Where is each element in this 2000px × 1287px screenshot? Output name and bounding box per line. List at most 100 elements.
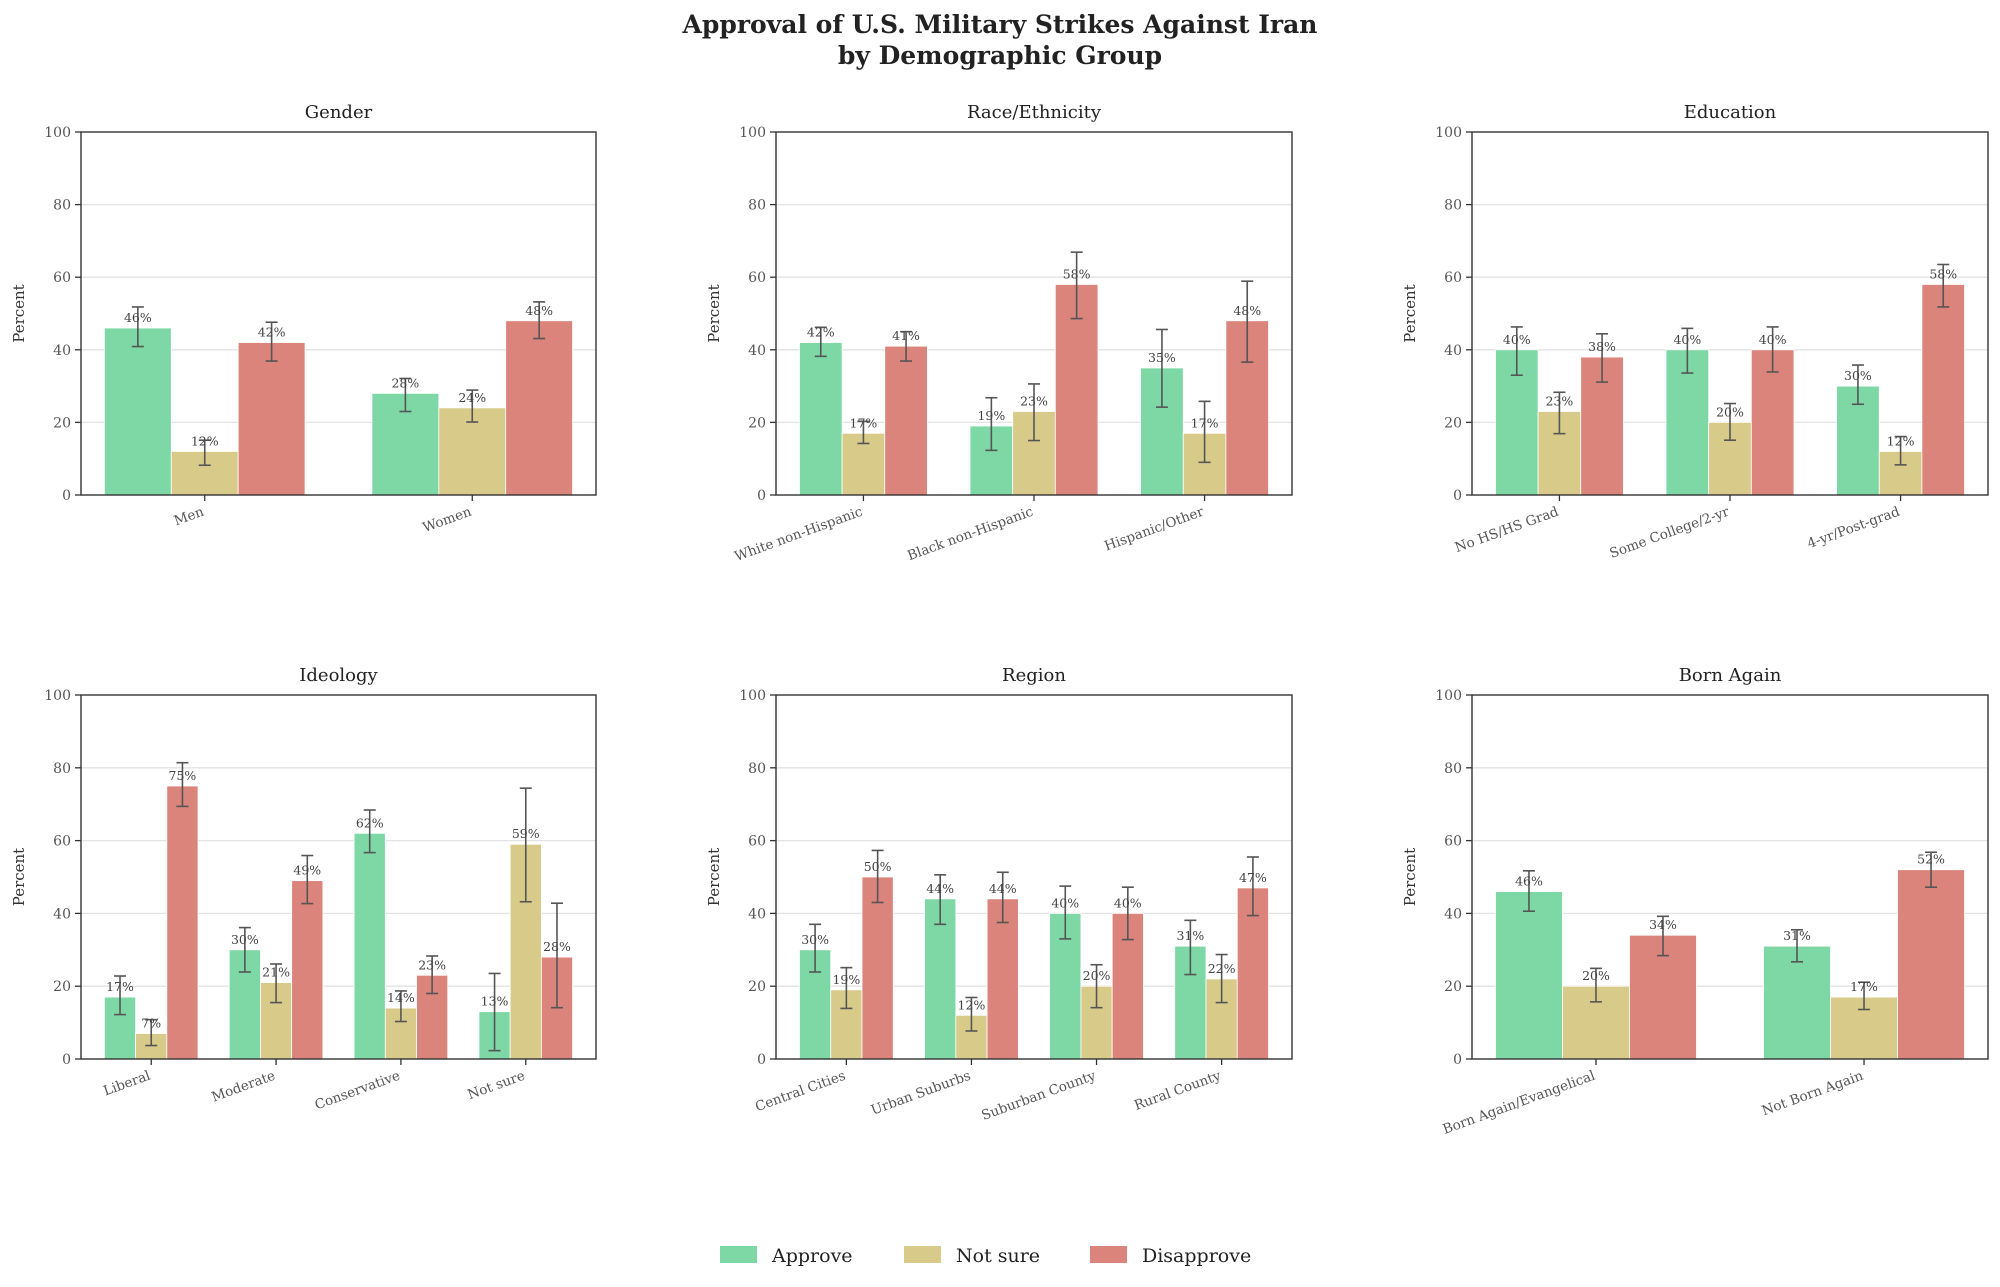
data-label: 20% (1083, 968, 1111, 983)
data-label: 46% (1515, 874, 1543, 889)
data-label: 20% (1716, 404, 1744, 419)
data-label: 14% (387, 990, 415, 1005)
bar-approve-conservative (353, 832, 386, 1060)
chart-title-line-1: Approval of U.S. Military Strikes Agains… (682, 10, 1318, 39)
bar-disapprove-liberal (166, 785, 199, 1060)
bar-disapprove-moderate (291, 880, 324, 1060)
data-label: 44% (926, 881, 954, 896)
y-axis-label: Percent (1401, 284, 1419, 342)
data-label: 48% (525, 303, 553, 318)
subplot-title: Ideology (299, 665, 378, 686)
bar-approve-some-college-2-yr (1665, 349, 1710, 496)
legend: Approve Not sure Disapprove (720, 1245, 1251, 1267)
legend-swatch-not-sure (904, 1246, 941, 1263)
y-tick-label: 20 (748, 415, 766, 431)
data-label: 42% (258, 325, 286, 340)
data-label: 7% (141, 1016, 161, 1031)
y-tick-label: 60 (748, 834, 766, 850)
y-tick-label: 40 (53, 906, 71, 922)
y-tick-label: 100 (739, 688, 766, 704)
legend-label-not-sure: Not sure (956, 1245, 1040, 1267)
y-tick-label: 40 (53, 343, 71, 359)
y-tick-label: 40 (1444, 906, 1462, 922)
axes-frame (80, 131, 597, 496)
data-label: 40% (1051, 895, 1079, 910)
legend-label-disapprove: Disapprove (1142, 1245, 1251, 1267)
data-label: 28% (391, 375, 419, 390)
data-label: 44% (989, 881, 1017, 896)
axes-frame (80, 694, 597, 1060)
data-label: 48% (1233, 303, 1261, 318)
subplot-title: Region (1002, 665, 1066, 686)
y-tick-label: 0 (757, 1052, 766, 1068)
data-label: 42% (807, 325, 835, 340)
data-label: 50% (864, 859, 892, 874)
data-label: 41% (892, 328, 920, 343)
y-axis-label: Percent (705, 848, 723, 906)
y-axis-label: Percent (1401, 848, 1419, 906)
y-tick-label: 20 (53, 979, 71, 995)
y-tick-label: 100 (44, 688, 71, 704)
legend-label-approve: Approve (771, 1245, 853, 1267)
data-label: 31% (1176, 928, 1204, 943)
data-label: 20% (1582, 968, 1610, 983)
y-tick-label: 100 (1435, 125, 1462, 141)
data-label: 19% (832, 972, 860, 987)
data-label: 59% (512, 826, 540, 841)
data-label: 23% (418, 957, 446, 972)
data-label: 28% (543, 939, 571, 954)
data-label: 22% (1208, 961, 1236, 976)
data-label: 40% (1673, 332, 1701, 347)
subplot-title: Race/Ethnicity (967, 102, 1102, 123)
data-label: 47% (1239, 870, 1267, 885)
y-tick-label: 60 (1444, 834, 1462, 850)
bar-approve-white-non-hispanic (799, 342, 843, 496)
data-label: 58% (1063, 266, 1091, 281)
y-tick-label: 20 (1444, 415, 1462, 431)
axes-frame (1471, 694, 1989, 1060)
data-label: 17% (106, 979, 134, 994)
y-tick-label: 20 (1444, 979, 1462, 995)
bar-disapprove-black-non-hispanic (1054, 284, 1099, 496)
y-tick-label: 20 (748, 979, 766, 995)
data-label: 17% (850, 415, 878, 430)
bar-disapprove-not-born-again (1897, 869, 1965, 1060)
y-tick-label: 80 (1444, 198, 1462, 214)
chart-title-line-2: by Demographic Group (838, 41, 1162, 70)
legend-swatch-approve (720, 1246, 757, 1263)
data-label: 52% (1917, 852, 1945, 867)
data-label: 17% (1850, 979, 1878, 994)
y-tick-label: 40 (748, 343, 766, 359)
subplot-title: Born Again (1679, 665, 1782, 686)
bar-disapprove-4-yr-post-grad (1921, 284, 1965, 496)
data-label: 12% (958, 997, 986, 1012)
bar-approve-not-born-again (1763, 945, 1831, 1060)
y-tick-label: 60 (53, 270, 71, 286)
bar-approve-men (104, 327, 172, 496)
y-tick-label: 100 (1435, 688, 1462, 704)
axes-frame (775, 694, 1293, 1060)
data-label: 12% (1887, 433, 1915, 448)
y-tick-label: 100 (739, 125, 766, 141)
y-axis-label: Percent (10, 284, 28, 342)
data-label: 40% (1503, 332, 1531, 347)
data-label: 35% (1148, 350, 1176, 365)
subplot-title: Gender (305, 102, 373, 123)
data-label: 21% (262, 965, 290, 980)
data-label: 62% (356, 815, 384, 830)
y-axis-label: Percent (705, 284, 723, 342)
y-tick-label: 0 (757, 488, 766, 504)
y-tick-label: 80 (53, 198, 71, 214)
data-label: 19% (977, 408, 1005, 423)
data-label: 13% (481, 994, 509, 1009)
data-label: 31% (1783, 928, 1811, 943)
y-tick-label: 80 (748, 198, 766, 214)
data-label: 12% (191, 433, 219, 448)
data-label: 23% (1546, 394, 1574, 409)
data-label: 49% (293, 863, 321, 878)
data-label: 75% (169, 768, 197, 783)
y-tick-label: 40 (748, 906, 766, 922)
data-label: 40% (1114, 895, 1142, 910)
y-tick-label: 80 (1444, 761, 1462, 777)
